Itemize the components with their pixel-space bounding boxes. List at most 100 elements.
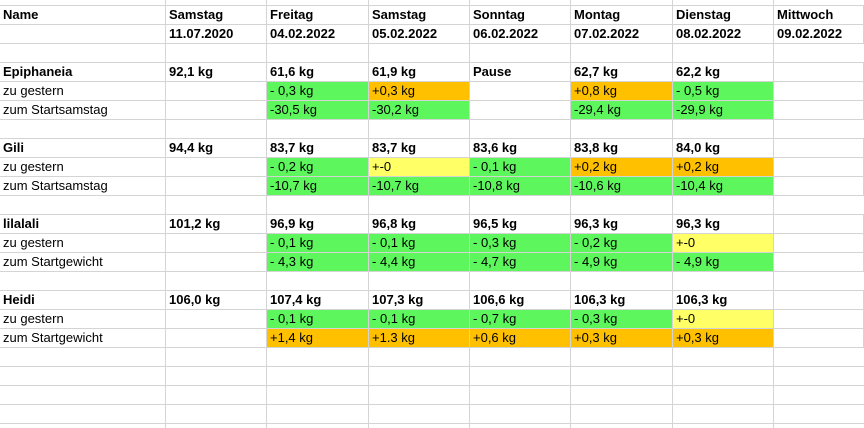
weight-cell[interactable]: 107,3 kg: [369, 291, 470, 310]
weight-cell[interactable]: 61,6 kg: [267, 63, 369, 82]
weight-cell[interactable]: 106,3 kg: [571, 291, 673, 310]
weight-cell[interactable]: 106,6 kg: [470, 291, 571, 310]
delta-cell[interactable]: [166, 101, 267, 120]
delta-cell[interactable]: +0,2 kg: [571, 158, 673, 177]
row-label-cell[interactable]: zu gestern: [0, 158, 166, 177]
weight-cell[interactable]: 92,1 kg: [166, 63, 267, 82]
delta-cell[interactable]: +0,6 kg: [470, 329, 571, 348]
weight-cell[interactable]: 83,7 kg: [369, 139, 470, 158]
delta-cell[interactable]: -29,9 kg: [673, 101, 774, 120]
delta-cell[interactable]: [166, 253, 267, 272]
weight-cell[interactable]: 107,4 kg: [267, 291, 369, 310]
person-name-cell[interactable]: Epiphaneia: [0, 63, 166, 82]
delta-cell[interactable]: - 0,1 kg: [369, 310, 470, 329]
delta-cell[interactable]: -10,7 kg: [267, 177, 369, 196]
header-day-cell[interactable]: Mittwoch: [774, 6, 864, 25]
delta-cell[interactable]: [470, 82, 571, 101]
weight-cell[interactable]: 96,8 kg: [369, 215, 470, 234]
delta-cell[interactable]: [774, 101, 864, 120]
delta-cell[interactable]: [774, 234, 864, 253]
delta-cell[interactable]: [774, 253, 864, 272]
delta-cell[interactable]: +0,3 kg: [673, 329, 774, 348]
header-name-cell[interactable]: Name: [0, 6, 166, 25]
delta-cell[interactable]: - 0,3 kg: [470, 234, 571, 253]
header-day-cell[interactable]: Dienstag: [673, 6, 774, 25]
row-label-cell[interactable]: zu gestern: [0, 310, 166, 329]
weight-cell[interactable]: 96,9 kg: [267, 215, 369, 234]
delta-cell[interactable]: [166, 82, 267, 101]
weight-cell[interactable]: 96,5 kg: [470, 215, 571, 234]
weight-cell[interactable]: 83,7 kg: [267, 139, 369, 158]
header-date-cell[interactable]: 07.02.2022: [571, 25, 673, 44]
header-date-cell[interactable]: 04.02.2022: [267, 25, 369, 44]
delta-cell[interactable]: [774, 177, 864, 196]
delta-cell[interactable]: [774, 310, 864, 329]
delta-cell[interactable]: +1.3 kg: [369, 329, 470, 348]
person-name-cell[interactable]: lilalali: [0, 215, 166, 234]
weight-cell[interactable]: 61,9 kg: [369, 63, 470, 82]
delta-cell[interactable]: - 4,3 kg: [267, 253, 369, 272]
header-date-cell[interactable]: 06.02.2022: [470, 25, 571, 44]
delta-cell[interactable]: [774, 82, 864, 101]
row-label-cell[interactable]: zum Startsamstag: [0, 177, 166, 196]
delta-cell[interactable]: +-0: [673, 234, 774, 253]
weight-cell[interactable]: 96,3 kg: [673, 215, 774, 234]
delta-cell[interactable]: [774, 158, 864, 177]
delta-cell[interactable]: -30,5 kg: [267, 101, 369, 120]
delta-cell[interactable]: -29,4 kg: [571, 101, 673, 120]
weight-cell[interactable]: 83,6 kg: [470, 139, 571, 158]
delta-cell[interactable]: - 0,1 kg: [369, 234, 470, 253]
delta-cell[interactable]: -10,8 kg: [470, 177, 571, 196]
header-day-cell[interactable]: Samstag: [369, 6, 470, 25]
delta-cell[interactable]: +-0: [673, 310, 774, 329]
delta-cell[interactable]: [166, 234, 267, 253]
weight-cell[interactable]: 101,2 kg: [166, 215, 267, 234]
delta-cell[interactable]: - 4,7 kg: [470, 253, 571, 272]
row-label-cell[interactable]: zu gestern: [0, 234, 166, 253]
weight-cell[interactable]: 106,3 kg: [673, 291, 774, 310]
header-date-cell[interactable]: 09.02.2022: [774, 25, 864, 44]
weight-cell[interactable]: Pause: [470, 63, 571, 82]
row-label-cell[interactable]: zum Startgewicht: [0, 253, 166, 272]
header-date-cell[interactable]: 05.02.2022: [369, 25, 470, 44]
delta-cell[interactable]: - 0,3 kg: [571, 310, 673, 329]
delta-cell[interactable]: [470, 101, 571, 120]
delta-cell[interactable]: - 0,2 kg: [267, 158, 369, 177]
weight-cell[interactable]: 62,7 kg: [571, 63, 673, 82]
delta-cell[interactable]: - 0,1 kg: [267, 310, 369, 329]
delta-cell[interactable]: -10,4 kg: [673, 177, 774, 196]
delta-cell[interactable]: [774, 329, 864, 348]
weight-cell[interactable]: 96,3 kg: [571, 215, 673, 234]
weight-cell[interactable]: 94,4 kg: [166, 139, 267, 158]
weight-cell[interactable]: [774, 63, 864, 82]
delta-cell[interactable]: [166, 158, 267, 177]
delta-cell[interactable]: [166, 310, 267, 329]
delta-cell[interactable]: - 0,1 kg: [267, 234, 369, 253]
header-date-cell[interactable]: 08.02.2022: [673, 25, 774, 44]
delta-cell[interactable]: - 0,7 kg: [470, 310, 571, 329]
delta-cell[interactable]: -10,6 kg: [571, 177, 673, 196]
delta-cell[interactable]: +0,3 kg: [369, 82, 470, 101]
delta-cell[interactable]: - 0,1 kg: [470, 158, 571, 177]
delta-cell[interactable]: - 0,5 kg: [673, 82, 774, 101]
header-day-cell[interactable]: Freitag: [267, 6, 369, 25]
delta-cell[interactable]: +0,8 kg: [571, 82, 673, 101]
person-name-cell[interactable]: Gili: [0, 139, 166, 158]
weight-cell[interactable]: 84,0 kg: [673, 139, 774, 158]
delta-cell[interactable]: +1,4 kg: [267, 329, 369, 348]
delta-cell[interactable]: - 4,9 kg: [673, 253, 774, 272]
header-day-cell[interactable]: Samstag: [166, 6, 267, 25]
delta-cell[interactable]: +0,3 kg: [571, 329, 673, 348]
delta-cell[interactable]: -10,7 kg: [369, 177, 470, 196]
delta-cell[interactable]: - 0,3 kg: [267, 82, 369, 101]
weight-cell[interactable]: [774, 291, 864, 310]
delta-cell[interactable]: [166, 329, 267, 348]
weight-cell[interactable]: 106,0 kg: [166, 291, 267, 310]
row-label-cell[interactable]: zum Startgewicht: [0, 329, 166, 348]
delta-cell[interactable]: - 4,4 kg: [369, 253, 470, 272]
delta-cell[interactable]: [166, 177, 267, 196]
header-day-cell[interactable]: Montag: [571, 6, 673, 25]
row-label-cell[interactable]: zum Startsamstag: [0, 101, 166, 120]
row-label-cell[interactable]: zu gestern: [0, 82, 166, 101]
delta-cell[interactable]: -30,2 kg: [369, 101, 470, 120]
